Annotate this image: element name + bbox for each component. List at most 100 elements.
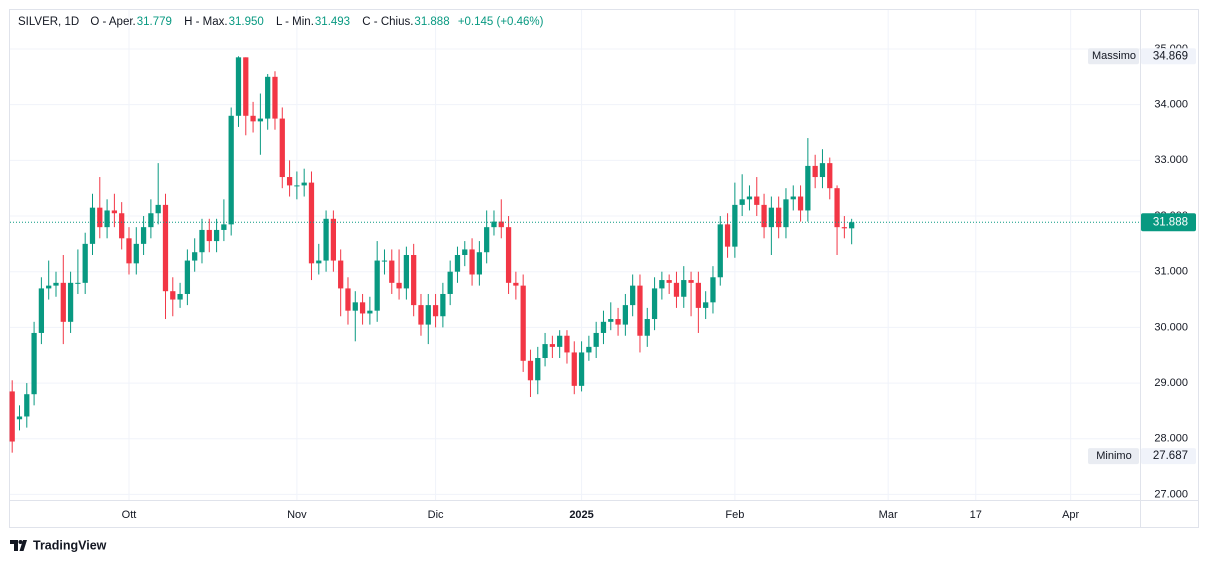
- candle-body: [97, 207, 103, 228]
- candle-body: [622, 305, 628, 325]
- candle-body: [790, 196, 796, 200]
- high-marker-value: 34.869: [1153, 50, 1188, 62]
- high-marker-label: Massimo: [1092, 50, 1136, 62]
- y-tick-label: 33.000: [1154, 154, 1188, 166]
- candle-body: [688, 280, 694, 283]
- candle-body: [505, 227, 512, 283]
- candle-body: [637, 285, 643, 336]
- candle-body: [732, 204, 738, 247]
- candle-body: [323, 218, 329, 261]
- field-value: 31.888: [414, 16, 450, 28]
- candle-body: [418, 305, 424, 325]
- low-marker-value: 27.687: [1153, 450, 1188, 462]
- candle-body: [228, 115, 234, 225]
- symbol: SILVER, 1D: [18, 16, 80, 28]
- high-marker-label-box: [1088, 48, 1139, 65]
- candle-body: [286, 177, 293, 186]
- candle-body: [827, 163, 833, 189]
- candle-body: [476, 252, 483, 275]
- candle-body: [389, 260, 395, 283]
- candle-body: [126, 238, 132, 264]
- candle-body: [768, 207, 774, 228]
- candle-body: [235, 57, 242, 116]
- candle-body: [374, 260, 380, 311]
- low-marker-value-box: [1141, 448, 1196, 465]
- candle-body: [140, 227, 147, 244]
- brand-logo: [10, 540, 27, 551]
- candle-body: [425, 305, 431, 325]
- candle-body: [673, 282, 680, 297]
- x-tick-label: Apr: [1062, 509, 1079, 521]
- candle-body: [703, 302, 709, 308]
- x-tick-label: Ott: [122, 509, 137, 521]
- plot-frame: [9, 9, 1199, 528]
- candle-body: [834, 188, 840, 228]
- candle-body: [257, 118, 264, 122]
- brand-name: TradingView: [33, 538, 107, 552]
- candle-body: [754, 196, 760, 205]
- candle-body: [454, 255, 461, 272]
- field-value: 31.493: [314, 16, 351, 28]
- candle-body: [681, 280, 687, 297]
- candle-body: [520, 285, 526, 361]
- candle-body: [221, 224, 227, 230]
- candle-body: [776, 207, 782, 228]
- x-tick-label: Nov: [287, 509, 307, 521]
- candle-body: [469, 249, 475, 275]
- field-label: C - Chius.: [362, 16, 414, 28]
- candle-body: [250, 115, 256, 122]
- candle-body: [345, 288, 351, 311]
- y-tick-label: 31.000: [1154, 266, 1188, 278]
- candle-body: [206, 229, 212, 242]
- candle-body: [104, 210, 110, 228]
- candle-body: [535, 358, 541, 381]
- candle-body: [294, 185, 300, 187]
- y-tick-label: 34.000: [1154, 99, 1188, 111]
- candle-body: [148, 213, 154, 228]
- candle-body: [666, 280, 672, 283]
- y-tick-label: 27.000: [1154, 488, 1188, 500]
- field-label: O - Aper.: [90, 16, 136, 28]
- candle-body: [53, 282, 59, 286]
- candle-body: [192, 252, 198, 261]
- candle-body: [308, 182, 315, 264]
- y-tick-label: 29.000: [1154, 377, 1188, 389]
- candle-body: [89, 207, 96, 244]
- candle-body: [46, 285, 52, 289]
- candle-body: [75, 282, 81, 284]
- candle-body: [411, 255, 417, 306]
- candle-body: [440, 293, 446, 317]
- candle-body: [155, 204, 161, 214]
- candle-body: [542, 344, 548, 359]
- candle-body: [659, 280, 665, 289]
- candle-body: [564, 335, 570, 353]
- candle-body: [432, 305, 439, 317]
- candle-body: [213, 229, 220, 242]
- candle-body: [352, 302, 358, 311]
- candle-body: [184, 260, 191, 294]
- candle-body: [9, 391, 15, 442]
- candle-body: [82, 243, 88, 283]
- candle-body: [797, 196, 804, 211]
- field-label: L - Min.: [275, 16, 314, 28]
- x-tick-label: Feb: [725, 509, 744, 521]
- candle-body: [170, 291, 176, 300]
- candle-body: [717, 224, 723, 278]
- candle-body: [849, 222, 855, 229]
- field-value: 31.950: [228, 16, 264, 28]
- candle-body: [739, 199, 745, 205]
- candle-body: [491, 221, 497, 228]
- candle-body: [60, 282, 66, 322]
- candle-body: [761, 204, 767, 228]
- candle-body: [710, 277, 716, 303]
- candle-body: [38, 288, 45, 333]
- candle-body: [265, 76, 271, 119]
- last-price-box: [1141, 213, 1196, 232]
- candle-body: [243, 57, 249, 116]
- candle-body: [557, 335, 563, 347]
- low-marker-label: Minimo: [1096, 450, 1131, 462]
- candle-body: [812, 165, 818, 178]
- candle-body: [651, 288, 658, 320]
- candle-body: [16, 416, 23, 420]
